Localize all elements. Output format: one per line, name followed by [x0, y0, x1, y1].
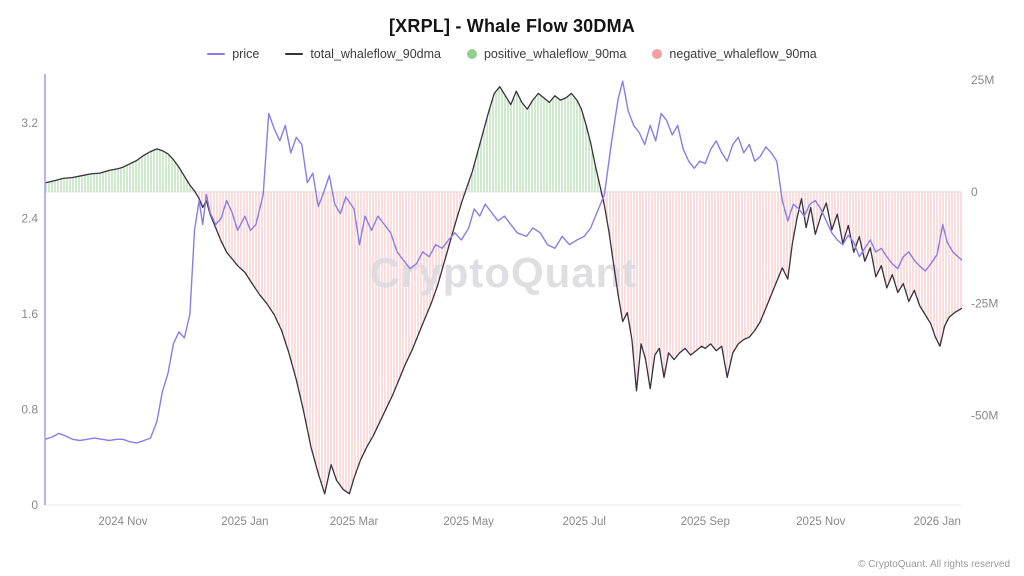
- cryptoquant-watermark: CryptoQuant: [370, 249, 638, 296]
- price-axis-tick: 0: [31, 498, 38, 512]
- whaleflow-axis-tick: 25M: [971, 73, 994, 87]
- legend-label-total-whaleflow: total_whaleflow_90dma: [310, 47, 441, 61]
- legend-label-positive-whaleflow: positive_whaleflow_90ma: [483, 47, 627, 61]
- legend-label-price: price: [232, 47, 260, 61]
- total_whaleflow_90dma-line: [44, 86, 963, 495]
- date-axis-tick: 2024 Nov: [98, 516, 147, 528]
- date-axis-tick: 2025 Jul: [562, 516, 605, 528]
- date-axis-tick: 2026 Jan: [914, 516, 961, 528]
- price-axis-tick: 2.4: [21, 211, 38, 225]
- date-axis-tick: 2025 Jan: [221, 516, 268, 528]
- negative-whaleflow-area: [45, 191, 962, 494]
- chart-legend: price total_whaleflow_90dma positive_wha…: [0, 47, 1024, 61]
- copyright-notice: © CryptoQuant. All rights reserved: [858, 559, 1010, 570]
- price-axis-tick: 3.2: [21, 116, 38, 130]
- date-axis-tick: 2025 May: [443, 516, 494, 528]
- whaleflow-axis-tick: -25M: [971, 297, 998, 311]
- total-whaleflow-line-marker: [285, 53, 304, 55]
- whaleflow-axis-tick: -50M: [971, 409, 998, 423]
- whaleflow-axis-tick: 0: [971, 185, 978, 199]
- whale-flow-chart-canvas[interactable]: CryptoQuant 0 0.8 1.6 2.4 3.2 25M 0 -25M -50M 2024…: [0, 65, 1024, 535]
- legend-item-total-whaleflow[interactable]: total_whaleflow_90dma: [285, 47, 441, 61]
- price-line: [44, 80, 963, 444]
- price-axis-tick: 1.6: [21, 307, 38, 321]
- chart-title: [XRPL] - Whale Flow 30DMA: [388, 16, 635, 36]
- price-line-marker: [207, 53, 226, 55]
- date-axis-tick: 2025 Nov: [796, 516, 845, 528]
- positive-whaleflow-dot-marker: [466, 49, 477, 59]
- legend-item-price[interactable]: price: [207, 47, 259, 61]
- price-axis-tick: 0.8: [21, 402, 38, 416]
- negative-whaleflow-dot-marker: [652, 49, 663, 59]
- legend-item-positive-whaleflow[interactable]: positive_whaleflow_90ma: [466, 47, 627, 61]
- date-axis-tick: 2025 Mar: [330, 516, 379, 528]
- legend-label-negative-whaleflow: negative_whaleflow_90ma: [669, 47, 817, 61]
- legend-item-negative-whaleflow[interactable]: negative_whaleflow_90ma: [652, 47, 817, 61]
- positive-whaleflow-area: [45, 86, 962, 192]
- date-axis-tick: 2025 Sep: [681, 516, 730, 528]
